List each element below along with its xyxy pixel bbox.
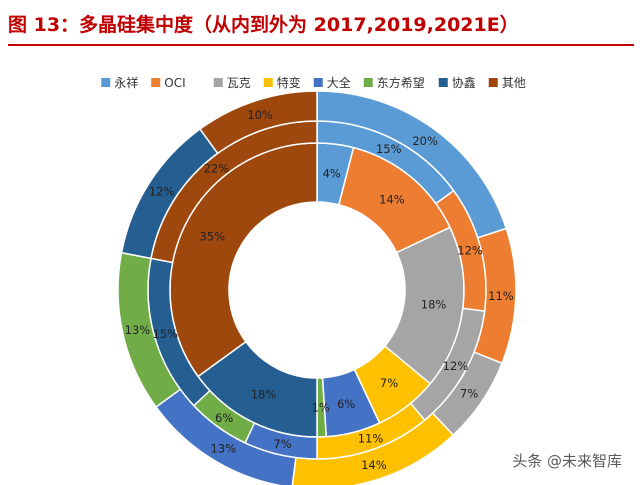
ring-2017-label-4: 6% — [337, 397, 355, 411]
ring-2021E-label-6: 12% — [149, 184, 175, 198]
legend-label-0: 永祥 — [114, 76, 138, 90]
ring-2019-label-3: 11% — [358, 432, 384, 446]
chart-title: 图 13：多晶硅集中度（从内到外为 2017,2019,2021E） — [8, 14, 519, 36]
ring-2017-label-3: 7% — [380, 376, 398, 390]
legend-label-7: 其他 — [502, 76, 526, 90]
ring-2021E-label-1: 11% — [488, 289, 514, 303]
legend-label-1: OCI — [164, 76, 185, 90]
ring-2017-label-0: 4% — [323, 166, 341, 180]
ring-2017-label-7: 35% — [200, 230, 226, 244]
legend-swatch-5 — [363, 78, 373, 87]
legend-label-3: 特变 — [277, 75, 301, 90]
ring-2017-label-1: 14% — [379, 192, 405, 206]
legend-label-5: 东方希望 — [377, 75, 425, 90]
legend-swatch-2 — [213, 78, 223, 87]
legend-swatch-1 — [151, 78, 161, 87]
legend-label-4: 大全 — [327, 75, 351, 90]
title-divider — [8, 44, 634, 46]
ring-2017-label-6: 18% — [251, 388, 277, 402]
legend-swatch-3 — [263, 78, 273, 87]
ring-2019-label-6: 15% — [152, 327, 178, 341]
legend-label-6: 协鑫 — [452, 75, 476, 90]
legend-swatch-4 — [313, 78, 323, 87]
doughnut-chart: 永祥 OCI 瓦克 特变 大全 东方希望 协鑫 其他 4% 14% 18% 7% 6% 1% 18% 35% 1… — [101, 75, 526, 485]
ring-2017-label-2: 18% — [421, 298, 447, 312]
ring-2019-label-5: 6% — [215, 411, 233, 425]
ring-2017-label-5: 1% — [312, 400, 330, 414]
ring-2019-label-4: 7% — [273, 437, 291, 451]
ring-2021E-slice-7 — [198, 90, 318, 155]
chart-area: 永祥 OCI 瓦克 特变 大全 东方希望 协鑫 其他 4% 14% 18% 7% 6% 1% 18% 35% 1… — [0, 50, 640, 485]
legend-swatch-7 — [488, 78, 498, 87]
legend-label-2: 瓦克 — [227, 76, 251, 90]
ring-2019-label-1: 12% — [457, 244, 483, 258]
legend-swatch-6 — [438, 78, 448, 87]
ring-2021E-label-5: 13% — [125, 323, 151, 337]
ring-2021E-label-2: 7% — [460, 386, 478, 400]
ring-2019-label-7: 22% — [204, 161, 230, 175]
ring-2021E-label-7: 10% — [247, 108, 273, 122]
ring-2021E-label-0: 20% — [412, 134, 438, 148]
watermark: 头条 @未来智库 — [512, 452, 622, 470]
ring-2021E-label-3: 14% — [361, 458, 387, 472]
legend-swatch-0 — [101, 78, 111, 87]
ring-2019-label-0: 15% — [376, 142, 402, 156]
ring-2019-label-2: 12% — [443, 359, 469, 373]
ring-2021E-label-4: 13% — [211, 441, 237, 455]
